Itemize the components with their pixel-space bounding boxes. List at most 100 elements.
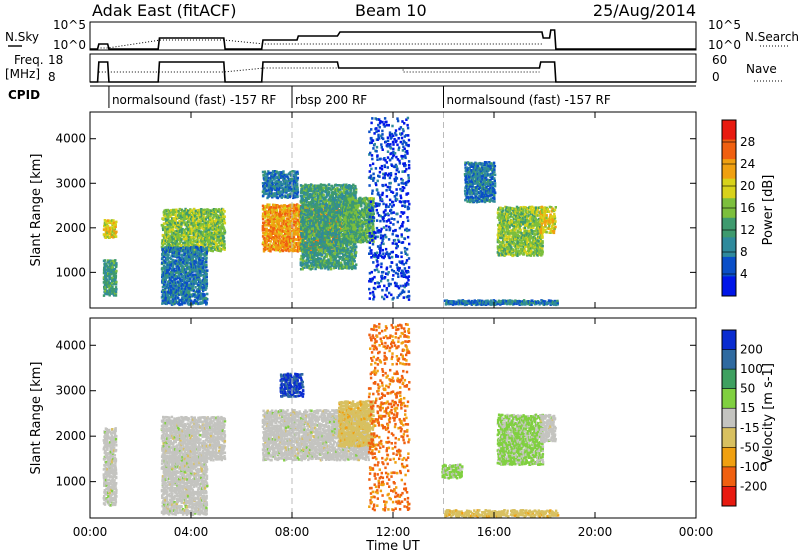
heatmap-cell: [170, 244, 173, 248]
heatmap-cell: [169, 263, 172, 266]
heatmap-cell: [287, 245, 291, 248]
heatmap-cell: [272, 221, 275, 225]
heatmap-cell: [185, 234, 188, 238]
radar-title: Adak East (fitACF): [92, 1, 236, 20]
heatmap-cell: [293, 223, 296, 227]
heatmap-cell: [165, 283, 168, 286]
heatmap-cell: [309, 247, 312, 250]
heatmap-cell: [298, 238, 301, 242]
heatmap-cell: [275, 232, 279, 235]
heatmap-cell: [204, 243, 207, 246]
freq-tick-bottom: 8: [48, 70, 56, 84]
heatmap-cell: [165, 269, 169, 272]
heatmap-cell: [278, 230, 281, 234]
heatmap-cell: [172, 223, 175, 227]
heatmap-cell: [165, 230, 168, 234]
heatmap-cell: [209, 244, 212, 248]
heatmap-cell: [187, 210, 190, 213]
heatmap-cell: [274, 214, 277, 218]
heatmap-cell: [209, 231, 212, 234]
heatmap-cell: [297, 233, 300, 236]
heatmap-cell: [109, 270, 112, 274]
heatmap-cell: [288, 212, 292, 215]
heatmap-cell: [183, 278, 187, 281]
heatmap-cell: [185, 239, 188, 243]
heatmap-cell: [167, 242, 170, 246]
heatmap-cell: [296, 170, 299, 174]
heatmap-cell: [169, 250, 172, 253]
heatmap-cell: [261, 224, 265, 228]
heatmap-cell: [274, 247, 278, 251]
heatmap-cell: [193, 295, 197, 299]
heatmap-cell: [103, 283, 107, 287]
heatmap-cell: [280, 216, 283, 220]
heatmap-cell: [168, 296, 171, 299]
heatmap-cell: [204, 275, 207, 279]
heatmap-cell: [186, 215, 189, 219]
heatmap-cell: [213, 241, 216, 245]
heatmap-cell: [280, 232, 283, 236]
heatmap-cell: [212, 234, 215, 238]
heatmap-cell: [192, 226, 195, 229]
heatmap-cell: [167, 253, 170, 256]
heatmap-cell: [269, 240, 272, 243]
heatmap-cell: [205, 282, 209, 285]
heatmap-cell: [171, 293, 174, 296]
heatmap-cell: [188, 290, 191, 293]
heatmap-cell: [108, 293, 111, 297]
heatmap-cell: [198, 236, 201, 239]
heatmap-cell: [200, 268, 204, 271]
heatmap-cell: [108, 272, 111, 276]
heatmap-cell: [197, 267, 200, 270]
heatmap-cell: [191, 249, 194, 252]
date-title: 25/Aug/2014: [593, 1, 696, 20]
heatmap-cell: [292, 209, 296, 213]
heatmap-cell: [214, 235, 218, 238]
heatmap-cell: [292, 228, 295, 232]
heatmap-cell: [206, 269, 209, 272]
heatmap-cell: [217, 217, 220, 221]
heatmap-cell: [196, 263, 199, 267]
heatmap-cell: [162, 222, 166, 225]
heatmap-cell: [194, 290, 197, 294]
heatmap-cell: [203, 297, 206, 301]
heatmap-cell: [201, 246, 205, 250]
heatmap-cell: [161, 226, 165, 229]
heatmap-cell: [291, 217, 295, 220]
heatmap-cell: [281, 249, 285, 253]
frequency-series: [90, 61, 696, 83]
heatmap-cell: [280, 248, 283, 252]
heatmap-cell: [289, 245, 292, 249]
heatmap-cell: [161, 270, 164, 273]
heatmap-cell: [171, 301, 174, 305]
heatmap-cell: [111, 266, 114, 269]
heatmap-cell: [190, 263, 193, 266]
heatmap-cell: [102, 271, 106, 275]
heatmap-cell: [169, 247, 173, 250]
heatmap-cell: [296, 245, 300, 249]
heatmap-cell: [184, 247, 188, 250]
heatmap-cell: [184, 294, 187, 297]
heatmap-cell: [202, 298, 205, 302]
heatmap-cell: [200, 296, 204, 300]
heatmap-cell: [111, 226, 114, 230]
heatmap-cell: [174, 274, 178, 278]
heatmap-cell: [212, 222, 215, 226]
heatmap-cell: [211, 218, 214, 221]
cpid-segment-label: normalsound (fast) -157 RF: [112, 93, 276, 107]
heatmap-cell: [184, 243, 187, 246]
heatmap-cell: [267, 213, 271, 216]
heatmap-cell: [201, 301, 204, 305]
heatmap-cell: [270, 206, 273, 209]
heatmap-cell: [191, 287, 194, 290]
heatmap-cell: [169, 267, 172, 270]
heatmap-cell: [178, 235, 181, 238]
heatmap-cell: [197, 214, 200, 217]
heatmap-cell: [167, 291, 171, 294]
heatmap-cell: [180, 228, 183, 231]
heatmap-cell: [176, 221, 180, 225]
heatmap-cell: [166, 208, 169, 212]
heatmap-cell: [205, 260, 208, 264]
heatmap-cell: [199, 210, 203, 214]
heatmap-cell: [163, 283, 166, 287]
